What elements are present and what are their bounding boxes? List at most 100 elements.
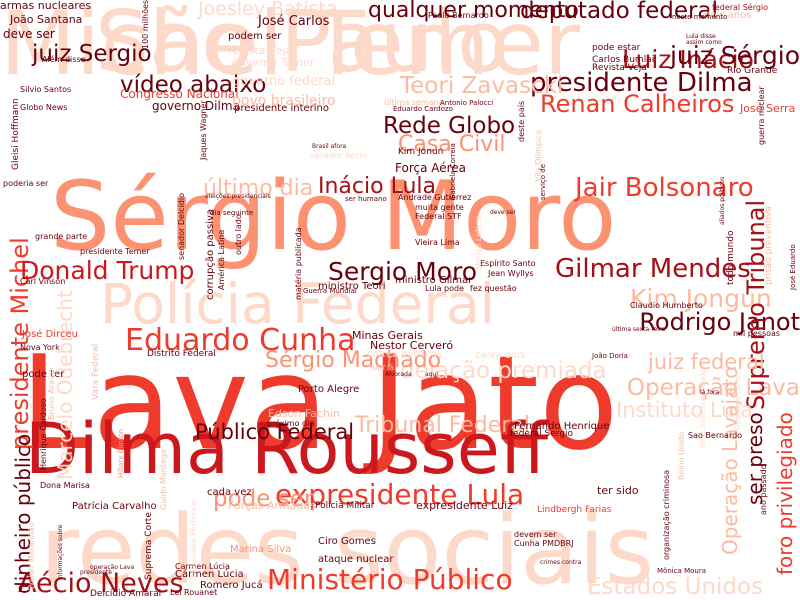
word-deve-ser: deve ser xyxy=(490,209,516,216)
word-poderia-ser: poderia ser xyxy=(3,179,49,188)
word-podem-ser: podem ser xyxy=(228,31,282,42)
word-crimes-contra: crimes contra xyxy=(540,559,582,566)
word-carmen-lucia: Carmen Lúcia xyxy=(175,562,230,571)
word-revista-veja: revista Veja xyxy=(228,44,293,57)
word-ultimo-dia: último dia xyxy=(203,176,314,201)
word-juiz-sergio: juiz Sergio xyxy=(32,41,152,67)
word-reino-unido: Reino Unido xyxy=(677,432,686,480)
word-assim-como: assim como xyxy=(686,39,722,46)
word-alvorada: Alvorada xyxy=(385,371,412,378)
word-jose-serra: José Serra xyxy=(740,102,796,115)
word-aqui: aqui xyxy=(425,371,438,378)
word-tribunal-federal: Tribunal Federal xyxy=(355,413,530,438)
word-joao-santana: João Santana xyxy=(10,13,83,26)
word-sergio-machado: Sérgio Machado xyxy=(265,348,442,373)
word-america-latina: América Latina xyxy=(217,229,226,290)
word-ano-passado: ano passado xyxy=(759,464,768,515)
word-nova-york: Nova York xyxy=(20,343,60,352)
word-sergio-moro: Sergio Moro xyxy=(328,257,478,286)
word-carl-vinson: Carl Vinson xyxy=(20,277,66,286)
word-eleicoes-presidenciais: eleições presidenciais xyxy=(205,193,271,200)
word-100-milhoes: 100 milhões xyxy=(141,0,150,50)
word-presidente: presidente xyxy=(80,569,112,576)
word-expresidente-luiz: expresidente Luiz xyxy=(416,499,513,512)
word-gilmar-mendes: Gilmar Mendes xyxy=(555,254,751,284)
word-policia-federal: Polícia Federal xyxy=(100,272,495,336)
word-cunha-pmdbrj: Cunha PMDBRJ xyxy=(514,539,574,548)
word-ter-sido: ter sido xyxy=(597,484,639,497)
word-jose-carlos: José Carlos xyxy=(258,14,330,29)
word-la-fora: lá fora xyxy=(700,389,720,396)
word-senador-delcidio: senador Delcídio xyxy=(177,193,186,260)
word-juiz-federal: juiz federal xyxy=(648,350,765,374)
word-proximo-dia: próximo dia xyxy=(267,419,315,428)
word-paulo-bernardo: Paulo Bernardo xyxy=(428,11,489,20)
word-cofres-publicos: cofres públicos xyxy=(367,349,442,360)
word-expresidente-lula: expresidente Lula xyxy=(275,478,525,511)
word-forcas-armadas: Forças Armadas xyxy=(228,499,316,512)
word-marina-silva: Marina Silva xyxy=(230,544,292,555)
word-teori-zavascki: Teori Zavascki xyxy=(400,73,564,99)
word-fez-questao: fez questão xyxy=(470,284,517,293)
word-guido-mantega: Guido Mantega xyxy=(159,449,168,510)
word-lula-disse: Lula disse xyxy=(686,33,716,40)
word-ultima-semana: última semana xyxy=(384,98,444,107)
word-informacoes-sobre: informações sobre xyxy=(57,524,64,580)
word-operacao-carne: Operação Carne xyxy=(734,373,742,430)
word-joao-doria: João Doria xyxy=(592,352,628,360)
word-globo-news: Globo News xyxy=(20,103,68,112)
word-delacao-premiada: delação premiada xyxy=(400,358,607,384)
word-suprema-corte: Suprema Corte xyxy=(144,512,154,580)
word-delcidio-amaral: Delcídio Amaral xyxy=(90,589,162,599)
word-policia-militar: Polícia Militar xyxy=(315,501,375,511)
word-sao-paulo: São Paulo xyxy=(95,0,510,92)
word-luiz-inacio: Luiz Inácio xyxy=(622,45,754,74)
word-redes-sociais: redes sociais xyxy=(40,496,655,600)
word-estados-unidos: Estados Unidos xyxy=(587,574,764,600)
word-brasil-afora: Brasil afora xyxy=(312,143,347,150)
word-claudio-humberto: Claudio Humberto xyxy=(630,301,703,310)
word-congresso-nacional: Congresso Nacional xyxy=(120,87,239,101)
word-ser-humano: ser humano xyxy=(345,195,387,203)
word-publico-federal: Público Federal xyxy=(195,420,355,444)
word-foro-privilegiado: foro privilegiado xyxy=(773,412,797,575)
word-servico-de: serviço de xyxy=(539,163,547,200)
word-waldir-maranhao: Waldir Maranhão xyxy=(27,522,36,590)
word-ultima-sexta-feira: última sexta-feira xyxy=(612,326,665,333)
word-neste-momento: neste momento xyxy=(672,13,728,21)
word-pode-estar: pode estar xyxy=(592,43,641,53)
word-juiz-sergio: juiz Sérgio xyxy=(669,41,800,70)
word-operacao-lava: Operação Lava xyxy=(626,375,800,401)
word-inacio-lula: Inácio Lula xyxy=(318,174,436,199)
word-todo-mundo: todo mundo xyxy=(726,230,736,285)
word-sergio-moro: Sérgio Moro xyxy=(50,162,617,272)
word-governo-temer: governo Temer xyxy=(232,56,315,69)
word-presidente-interino: presidente interino xyxy=(234,103,330,114)
word-deste-pais: deste país xyxy=(517,100,526,142)
word-hillary-clinton: Hillary Clinton xyxy=(117,428,125,478)
word-senador-aecio: senador Aécio xyxy=(310,151,367,160)
word-sepulveda-pertence: Sepúlveda Pertence xyxy=(189,500,198,580)
word-revista-veja: Revista Veja xyxy=(592,63,647,73)
word-aecio-neves: Aécio Neves xyxy=(18,568,184,599)
word-ministro-teori: ministro Teori xyxy=(318,281,386,292)
word-governo-federal: governo federal xyxy=(232,74,336,89)
word-casa-civil: Casa Civil xyxy=(398,132,506,157)
word-marcelo-odebrecht: Marcelo Odebrecht xyxy=(53,290,77,480)
word-kim-jongun: Kim Jongun xyxy=(630,284,772,313)
word-povo-brasileiro: povo brasileiro xyxy=(232,93,336,109)
word-gabriela-correia: Gabriela Correia xyxy=(449,143,457,200)
word-rodrigo-janot: Rodrigo Janot xyxy=(639,308,800,336)
word-operacao-lava: operação Lava xyxy=(90,564,135,571)
word-ministerio-publico: Ministério Público xyxy=(267,563,513,596)
word-monica-moura: Mônica Moura xyxy=(657,567,706,575)
word-minas-gerais: Minas Gerais xyxy=(352,329,423,342)
word-grande-parte: grande parte xyxy=(35,232,88,241)
word-presidente-temer: presidente Temer xyxy=(80,247,150,256)
word-carmen-lucia: Cármen Lúcia xyxy=(175,569,244,580)
word-joesley-batista: Joesley Batista xyxy=(198,0,338,20)
word-pode-ser: pode ser xyxy=(213,486,314,512)
word-patricia-carvalho: Patrícia Carvalho xyxy=(72,501,157,512)
word-antonio-palocci: Antonio Palocci xyxy=(440,99,494,107)
